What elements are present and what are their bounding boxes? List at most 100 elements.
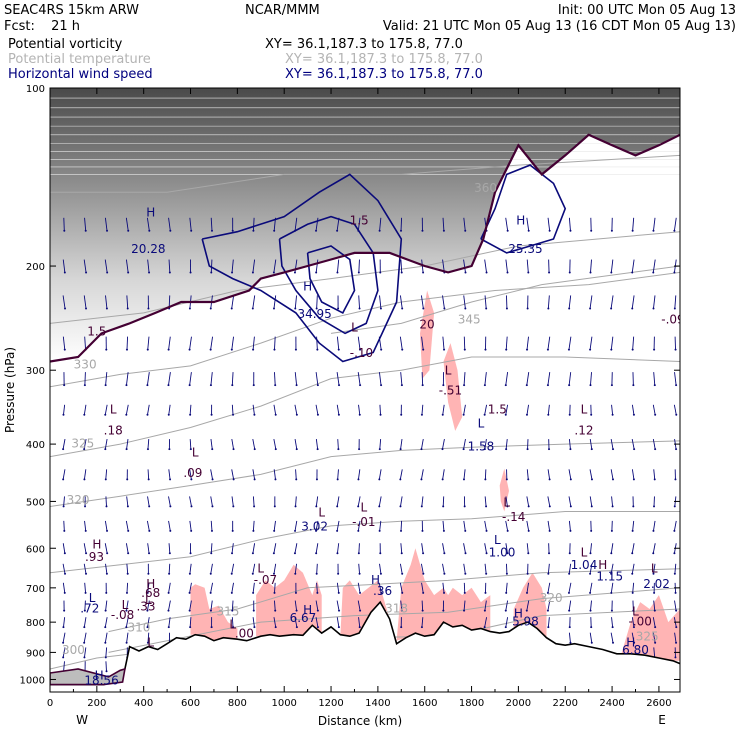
wind-arrowhead <box>148 552 151 555</box>
contour-label: L <box>351 320 358 334</box>
wind-arrowhead <box>251 572 254 575</box>
wind-arrowhead <box>569 529 572 532</box>
wind-arrow <box>210 439 213 450</box>
wind-arrowhead <box>483 448 486 451</box>
surface-pv-feature <box>50 667 126 686</box>
wind-arrowhead <box>357 552 360 555</box>
wind-arrowhead <box>105 670 108 673</box>
wind-arrow <box>83 469 87 480</box>
wind-arrow <box>168 259 171 273</box>
wind-arrowhead <box>589 348 592 351</box>
wind-arrow <box>442 543 445 554</box>
contour-label: L <box>147 636 154 650</box>
wind-arrow <box>147 259 150 273</box>
wind-arrowhead <box>231 609 234 612</box>
wind-arrow <box>125 217 129 231</box>
wind-arrow <box>105 647 108 658</box>
wind-arrowhead <box>589 271 592 274</box>
wind-arrowhead <box>590 229 593 232</box>
wind-arrowhead <box>146 413 149 416</box>
wind-arrow <box>252 496 255 507</box>
wind-arrowhead <box>252 609 255 612</box>
wind-arrowhead <box>253 626 256 629</box>
contour-label: 300 <box>62 643 85 657</box>
wind-arrowhead <box>336 529 339 532</box>
contour-label: .18 <box>104 423 123 437</box>
contour-label: 315 <box>217 605 240 619</box>
wind-arrowhead <box>568 271 571 274</box>
wind-arrowhead <box>167 384 170 387</box>
y-tick-label: 900 <box>26 648 45 659</box>
wind-arrowhead <box>272 271 275 274</box>
wind-arrow <box>589 469 593 480</box>
valid-time: Valid: 21 UTC Mon 05 Aug 13 (16 CDT Mon … <box>383 19 736 34</box>
wind-arrowhead <box>104 626 107 629</box>
wind-arrowhead <box>675 384 678 387</box>
wind-arrowhead <box>146 591 149 594</box>
wind-arrow <box>336 217 340 231</box>
wind-arrow <box>484 439 487 450</box>
wind-arrow <box>168 543 171 554</box>
wind-arrowhead <box>422 552 425 555</box>
wind-arrow <box>589 582 593 593</box>
wind-arrowhead <box>146 448 149 451</box>
wind-arrowhead <box>169 529 172 532</box>
wind-arrowhead <box>485 505 488 508</box>
contour-label: 1.5 <box>350 213 369 227</box>
wind-arrow <box>652 404 656 415</box>
org-title: NCAR/MMM <box>245 3 320 18</box>
wind-arrow <box>274 336 276 350</box>
wind-arrow <box>399 469 403 480</box>
wind-arrowhead <box>675 609 678 612</box>
wind-arrow <box>168 469 171 480</box>
wind-arrowhead <box>253 505 256 508</box>
wind-arrowhead <box>652 552 655 555</box>
wind-arrow <box>421 439 424 450</box>
y-axis-label: Pressure (hPa) <box>3 347 17 433</box>
contour-label: 20.28 <box>131 242 165 256</box>
wind-arrow <box>273 439 277 450</box>
wind-arrow <box>252 582 255 593</box>
wind-arrow <box>610 439 614 450</box>
wind-arrowhead <box>190 529 193 532</box>
wind-arrowhead <box>253 448 256 451</box>
wind-arrowhead <box>148 529 151 532</box>
x-axis-west-label: W <box>76 713 88 727</box>
wind-arrowhead <box>274 413 277 416</box>
theta-contour <box>50 154 680 193</box>
wind-arrow <box>105 496 107 507</box>
contour-label: L <box>360 500 367 514</box>
wind-arrow <box>63 496 65 507</box>
contour-label: 6.80 <box>622 643 649 657</box>
wind-arrowhead <box>631 552 634 555</box>
wind-arrowhead <box>253 478 256 481</box>
wind-arrow <box>631 563 635 574</box>
wind-arrow <box>126 295 129 309</box>
contour-label: H <box>146 577 155 591</box>
wind-arrowhead <box>167 591 170 594</box>
wind-arrowhead <box>315 552 318 555</box>
wind-arrowhead <box>399 448 402 451</box>
wind-arrowhead <box>211 505 214 508</box>
contour-label: .93 <box>85 550 104 564</box>
wind-arrowhead <box>295 384 298 387</box>
wind-arrowhead <box>506 529 509 532</box>
wind-arrowhead <box>674 591 677 594</box>
wind-arrowhead <box>442 384 445 387</box>
wind-arrow <box>463 563 466 574</box>
wind-arrowhead <box>443 572 446 575</box>
wind-arrow <box>463 404 466 415</box>
wind-arrow <box>632 520 635 531</box>
wind-arrow <box>84 336 87 350</box>
wind-arrow <box>294 295 298 309</box>
wind-arrowhead <box>483 384 486 387</box>
wind-arrowhead <box>632 478 635 481</box>
contour-label: -.08 <box>111 608 134 622</box>
wind-arrow <box>357 600 361 611</box>
wind-arrowhead <box>359 384 362 387</box>
wind-arrow <box>126 600 129 611</box>
wind-arrowhead <box>209 307 212 310</box>
wind-arrowhead <box>106 552 109 555</box>
wind-arrowhead <box>378 505 381 508</box>
